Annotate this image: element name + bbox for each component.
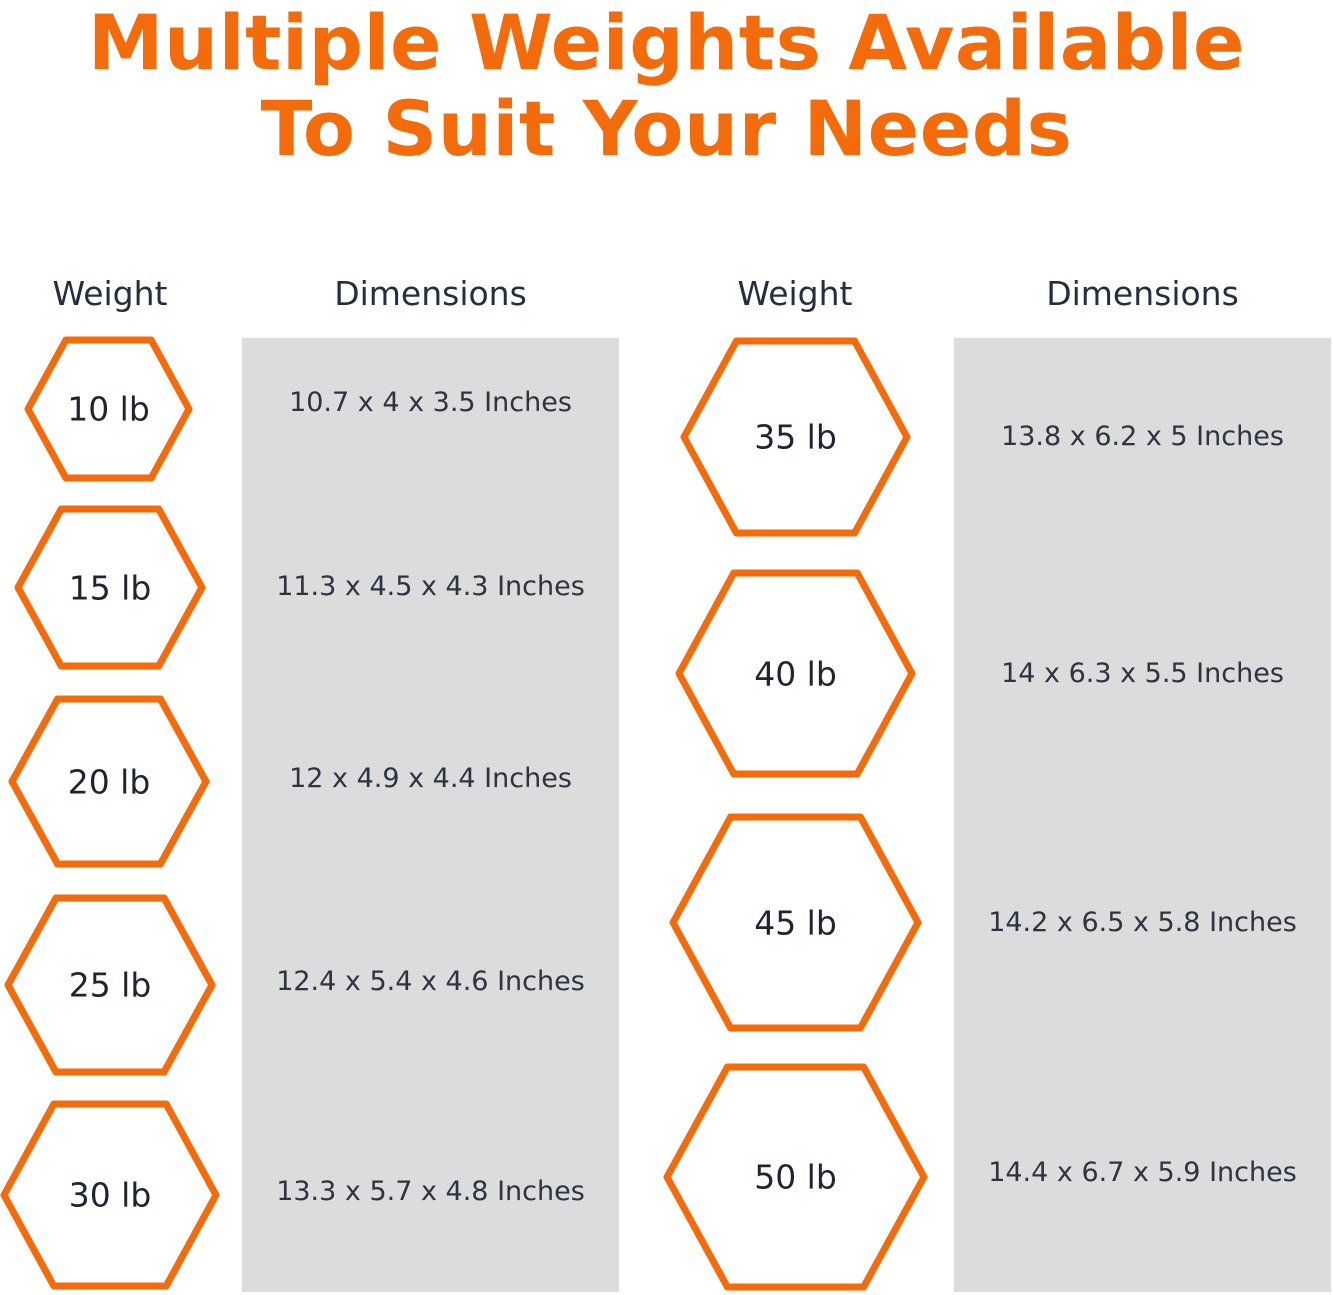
weight-label: 15 lb <box>68 568 152 607</box>
weight-label: 20 lb <box>67 762 151 801</box>
dimensions-label: 14.4 x 6.7 x 5.9 Inches <box>988 1157 1297 1188</box>
weight-label: 25 lb <box>68 965 152 1005</box>
dimensions-header-right: Dimensions <box>1046 274 1239 313</box>
title-line-2: To Suit Your Needs <box>260 84 1073 173</box>
hexagon-icon <box>680 337 911 537</box>
dimensions-label: 10.7 x 4 x 3.5 Inches <box>289 387 572 418</box>
hexagon-icon <box>24 336 193 482</box>
dimensions-label: 13.8 x 6.2 x 5 Inches <box>1001 421 1284 452</box>
hexagon-icon <box>0 1100 220 1290</box>
hexagon-icon <box>675 569 916 778</box>
hexagon-icon <box>14 505 206 670</box>
weight-label: 30 lb <box>68 1175 152 1215</box>
weight-label: 45 lb <box>754 903 837 942</box>
hexagon-icon <box>4 894 216 1076</box>
dimensions-label: 14 x 6.3 x 5.5 Inches <box>1001 658 1284 689</box>
hexagon-icon <box>8 695 210 868</box>
dimensions-panel-left <box>242 338 619 1292</box>
dimensions-panel-right <box>954 338 1331 1292</box>
dimensions-label: 13.3 x 5.7 x 4.8 Inches <box>276 1176 585 1207</box>
dimensions-label: 12.4 x 5.4 x 4.6 Inches <box>276 966 585 997</box>
weight-header-right: Weight <box>737 274 853 313</box>
dimensions-label: 11.3 x 4.5 x 4.3 Inches <box>276 571 585 602</box>
hexagon-icon <box>663 1063 928 1291</box>
hexagon-icon <box>669 813 922 1032</box>
dimensions-label: 12 x 4.9 x 4.4 Inches <box>289 763 572 794</box>
weight-label: 40 lb <box>754 654 837 693</box>
dimensions-header-left: Dimensions <box>334 274 527 313</box>
weight-header-left: Weight <box>52 274 168 313</box>
dimensions-label: 14.2 x 6.5 x 5.8 Inches <box>988 907 1297 938</box>
weight-label: 10 lb <box>67 389 150 429</box>
weight-label: 50 lb <box>754 1157 837 1197</box>
title-line-1: Multiple Weights Available <box>87 0 1246 87</box>
title: Multiple Weights Available To Suit Your … <box>0 0 1333 172</box>
weight-label: 35 lb <box>754 417 837 457</box>
